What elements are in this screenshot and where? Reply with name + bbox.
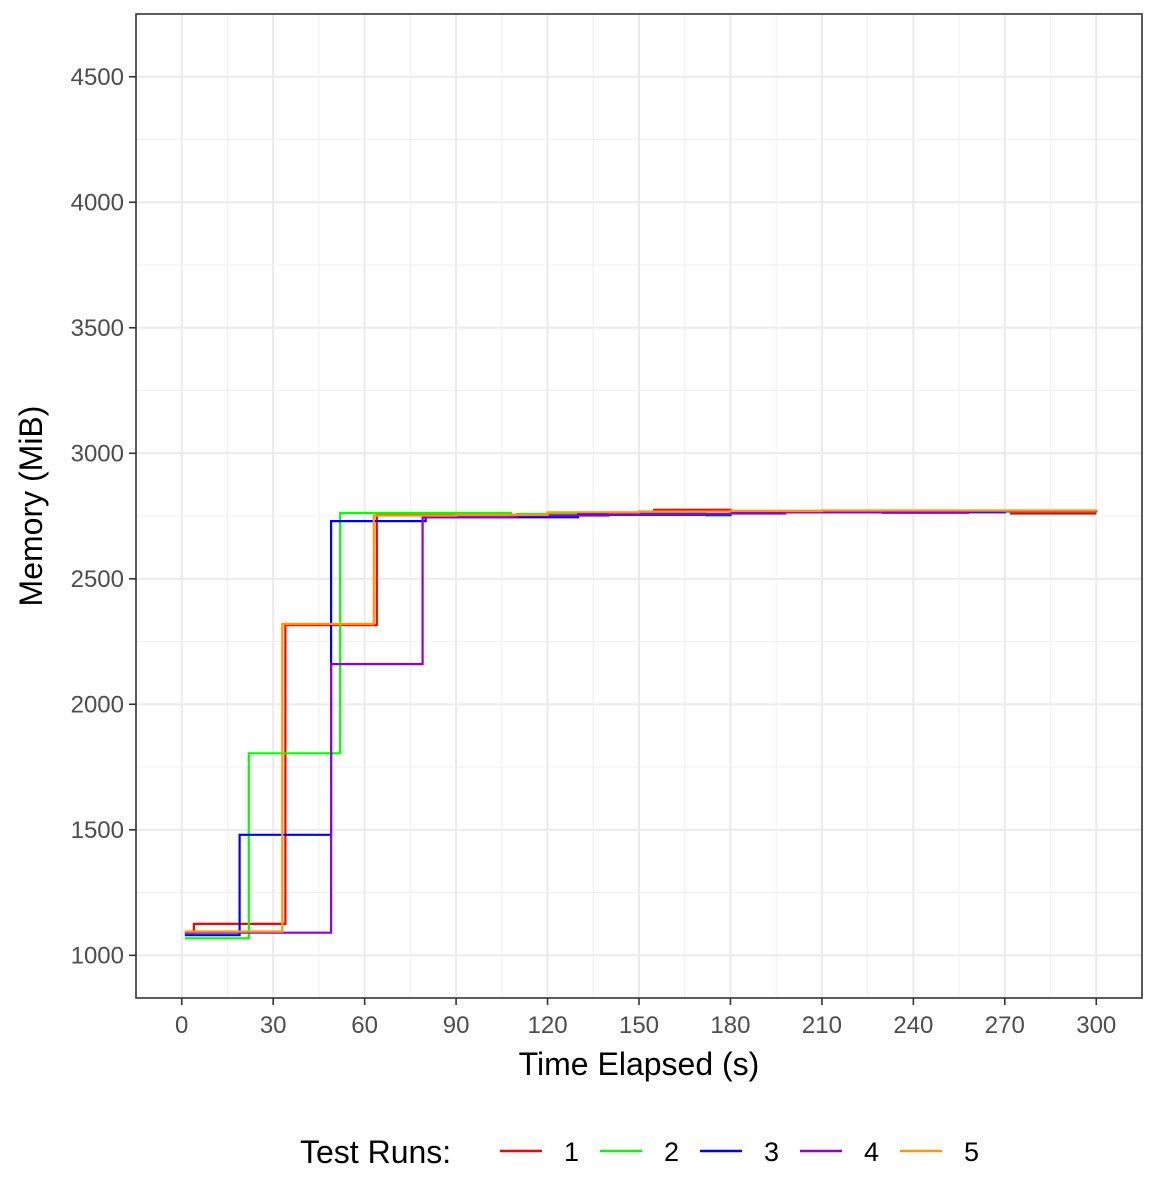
x-tick-label: 30 — [260, 1012, 287, 1039]
y-tick-label: 1000 — [71, 942, 124, 969]
y-tick-label: 2500 — [71, 566, 124, 593]
y-tick-label: 1500 — [71, 817, 124, 844]
legend-label-1: 1 — [564, 1137, 579, 1167]
series-line-5 — [184, 509, 1098, 933]
x-tick-label: 240 — [893, 1012, 933, 1039]
x-axis-title: Time Elapsed (s) — [519, 1046, 760, 1082]
x-tick-label: 210 — [802, 1012, 842, 1039]
series-line-4 — [184, 509, 1097, 934]
x-tick-label: 60 — [351, 1012, 378, 1039]
x-tick-label: 150 — [619, 1012, 659, 1039]
series-lines — [184, 508, 1098, 940]
legend-label-2: 2 — [664, 1137, 679, 1167]
x-tick-label: 120 — [528, 1012, 568, 1039]
legend-label-5: 5 — [964, 1137, 979, 1167]
x-tick-label: 90 — [443, 1012, 470, 1039]
legend-label-3: 3 — [764, 1137, 779, 1167]
y-tick-label: 3000 — [71, 440, 124, 467]
x-tick-label: 300 — [1076, 1012, 1116, 1039]
y-tick-label: 3500 — [71, 315, 124, 342]
y-tick-label: 2000 — [71, 691, 124, 718]
legend-items: 1 2 3 4 5 — [500, 1137, 979, 1167]
x-tick-label: 180 — [710, 1012, 750, 1039]
x-tick-label: 0 — [175, 1012, 188, 1039]
y-axis: 1000 1500 2000 2500 3000 3500 4000 4500 — [71, 64, 136, 969]
legend-label-4: 4 — [864, 1137, 879, 1167]
x-axis: 0 30 60 90 120 150 180 210 240 270 300 — [175, 998, 1116, 1039]
y-tick-label: 4000 — [71, 189, 124, 216]
y-axis-title: Memory (MiB) — [13, 406, 49, 607]
legend-title: Test Runs: — [300, 1134, 451, 1170]
x-tick-label: 270 — [985, 1012, 1025, 1039]
legend: Test Runs: 1 2 3 4 5 — [300, 1134, 979, 1170]
y-tick-label: 4500 — [71, 64, 124, 91]
